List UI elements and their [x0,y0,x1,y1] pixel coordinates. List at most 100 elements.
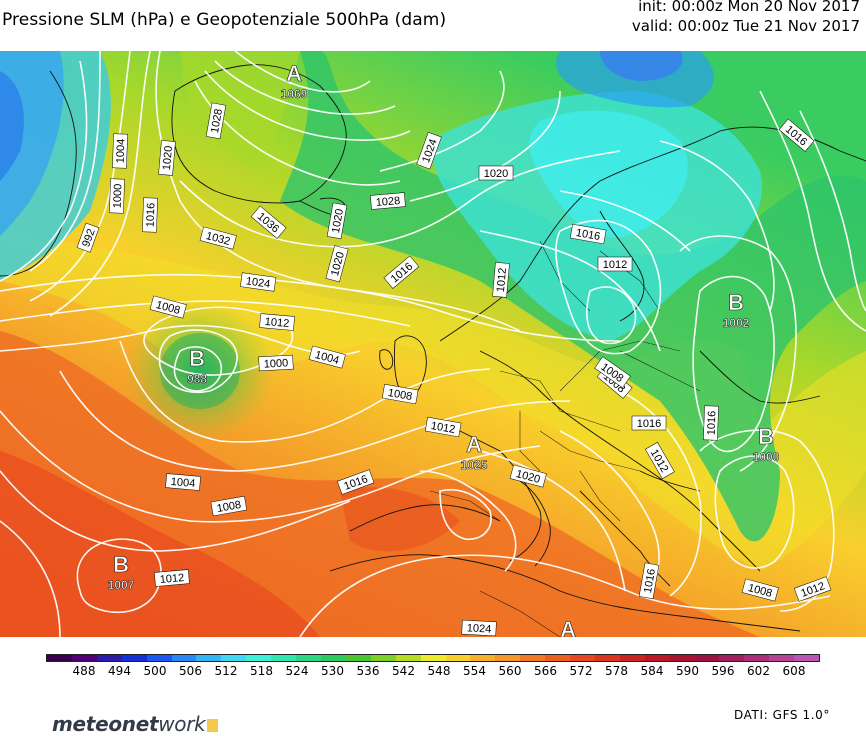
init-time: init: 00:00z Mon 20 Nov 2017 [638,0,860,15]
colorbar-tick-label: 506 [179,664,202,678]
colorbar-tick-label: 524 [285,664,309,678]
isobar-label: 1008 [387,387,413,403]
colorbar-swatch [395,655,421,661]
colorbar-swatch [520,655,546,661]
colorbar-swatch [320,655,346,661]
colorbar-swatch [470,655,496,661]
colorbar-swatch [794,655,820,661]
colorbar-swatch [171,655,197,661]
isobar-label: 1028 [209,108,225,134]
center-symbol: A [466,432,482,457]
high-center-africa: A [560,617,577,637]
high-center-france: A 1025 [460,432,488,473]
colorbar-tick-label: 596 [711,664,735,678]
center-value: 1000 [753,450,780,464]
colorbar-tick-label: 602 [747,664,770,678]
low-center-blacksea: B 1000 [752,424,780,465]
isobar-label: 1016 [642,568,658,594]
isobar-label: 1012 [495,267,509,292]
colorbar-swatch [719,655,745,661]
isobar-label: 1004 [170,476,195,490]
colorbar-swatch [296,655,321,661]
weather-map: 1004 1000 992 1020 1016 1028 1032 1036 1… [0,51,866,637]
colorbar-ticks: 488 494 500 506 512 518 524 530 536 542 548 554 560 5… [0,664,866,682]
colorbar-swatch [71,655,97,661]
colorbar-tick-label: 494 [108,664,131,678]
colorbar-swatch [196,655,222,661]
map-title: Pressione SLM (hPa) e Geopotenziale 500h… [2,10,447,30]
brand-logo: meteonetwork [52,712,219,736]
center-value: 1025 [461,458,488,472]
colorbar-swatch [570,655,595,661]
isobar-label: 1012 [264,316,289,330]
low-center-atlantic: B 988 [187,346,208,387]
colorbar-swatch [246,655,272,661]
center-symbol: B [189,346,205,371]
colorbar-tick-label: 560 [498,664,522,678]
data-source: DATI: GFS 1.0° [734,708,830,722]
center-symbol: B [728,290,744,315]
colorbar-tick-label: 530 [321,664,344,678]
colorbar-tick-label: 536 [356,664,380,678]
colorbar-swatch [619,655,645,661]
colorbar-swatch [370,655,396,661]
colorbar-swatch [744,655,770,661]
colorbar-swatch [47,655,72,661]
center-symbol: A [286,61,302,86]
brand-main: meteonet [52,712,159,736]
isobar-label: 1016 [706,411,719,436]
center-value: 1069 [281,87,308,101]
isobar-label: 1012 [159,572,184,586]
colorbar-swatch [694,655,720,661]
low-center-azores: B 1007 [107,552,135,593]
colorbar-tick-label: 572 [569,664,593,678]
isobar-label: 1024 [245,275,271,290]
colorbar-swatch [146,655,172,661]
isobar-label: 1000 [112,184,125,209]
center-value: 1007 [108,578,135,592]
colorbar-swatch [644,655,670,661]
colorbar-tick-label: 578 [605,664,628,678]
isobar-label: 1012 [603,259,627,271]
center-value: 1002 [723,316,750,330]
high-center-greenland: A 1069 [280,61,308,102]
colorbar-swatch [420,655,446,661]
colorbar-tick-label: 566 [534,664,557,678]
colorbar-swatch [495,655,521,661]
brand-tail: work [158,712,206,736]
colorbar-tick-label: 590 [676,664,699,678]
colorbar-tick-label: 542 [392,664,415,678]
colorbar-swatch [545,655,571,661]
colorbar-swatch [271,655,297,661]
isobar-label: 1020 [484,168,508,180]
colorbar-swatch [345,655,371,661]
isobar-label: 1000 [263,357,288,370]
center-value: 988 [187,372,207,386]
isobar-label: 1004 [115,139,128,164]
isobar-label: 1016 [575,227,601,243]
isobars [0,51,866,637]
colorbar-tick-label: 548 [427,664,451,678]
pressure-centers: A 1069 B 988 B 1007 A 1025 B 1002 B 1000… [107,61,780,637]
isobar-label: 1016 [145,203,158,228]
colorbar [46,654,820,662]
colorbar-swatch [669,655,695,661]
center-symbol: B [758,424,774,449]
colorbar-tick-label: 584 [640,664,664,678]
colorbar-swatch [769,655,795,661]
isobar-label: 1028 [375,195,400,209]
colorbar-tick-label: 608 [782,664,806,678]
colorbar-swatch [121,655,147,661]
isobar-label: 1020 [330,208,346,234]
isobar-label: 992 [80,227,98,248]
isobar-label: 1012 [430,420,456,436]
isobar-label: 1016 [637,418,661,430]
center-symbol: A [560,617,576,637]
colorbar-swatch [445,655,471,661]
isobar-label: 1020 [161,145,175,170]
colorbar-tick-label: 554 [463,664,486,678]
colorbar-swatch [594,655,620,661]
colorbar-tick-label: 512 [214,664,238,678]
colorbar-tick-label: 518 [250,664,273,678]
low-center-russia: B 1002 [722,290,750,331]
